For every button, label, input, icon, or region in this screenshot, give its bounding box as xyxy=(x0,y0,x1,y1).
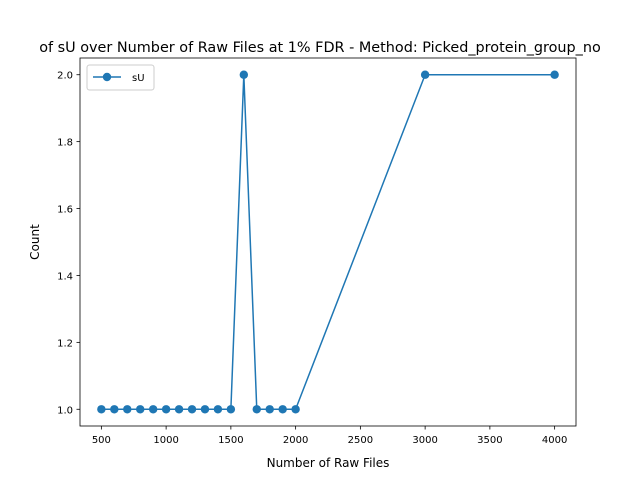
data-point xyxy=(278,405,287,414)
x-axis-label: Number of Raw Files xyxy=(267,456,390,470)
data-point xyxy=(291,405,300,414)
data-point xyxy=(252,405,261,414)
data-point xyxy=(174,405,184,414)
data-point xyxy=(161,405,171,414)
data-point xyxy=(110,405,119,414)
x-tick-label: 500 xyxy=(92,435,111,446)
data-point xyxy=(420,70,430,79)
data-point xyxy=(97,405,106,414)
data-point xyxy=(136,405,145,414)
data-point xyxy=(187,405,197,414)
x-tick-label: 4000 xyxy=(542,435,567,446)
legend: sU xyxy=(86,64,155,91)
data-point xyxy=(213,405,223,414)
x-tick-label: 1000 xyxy=(153,435,178,446)
x-tick-label: 3500 xyxy=(477,435,502,446)
data-point xyxy=(239,70,249,79)
data-point xyxy=(226,405,236,414)
legend-label: sU xyxy=(132,73,145,84)
data-point xyxy=(200,405,210,414)
legend-marker xyxy=(102,72,112,82)
data-point xyxy=(148,405,158,414)
axes-frame xyxy=(79,57,577,427)
plot-area: 500 1000 1500 2000 2500 3000 3500 4000 1.0 1.2 1.4… xyxy=(57,57,577,446)
x-tick-label: 3000 xyxy=(412,435,437,446)
data-point xyxy=(123,405,132,414)
data-point xyxy=(550,70,559,79)
y-tick-label: 1.4 xyxy=(57,271,73,282)
x-tick-label: 2500 xyxy=(348,435,373,446)
y-tick-label: 1.8 xyxy=(57,138,73,149)
data-point xyxy=(265,405,274,414)
y-tick-label: 1.2 xyxy=(57,338,73,349)
y-axis-label: Count xyxy=(28,224,42,260)
x-tick-label: 2000 xyxy=(283,435,308,446)
y-tick-label: 2.0 xyxy=(57,71,73,82)
y-tick-label: 1.6 xyxy=(57,205,73,216)
chart-title: of sU over Number of Raw Files at 1% FDR… xyxy=(39,40,601,56)
y-tick-label: 1.0 xyxy=(57,405,73,416)
x-tick-label: 1500 xyxy=(218,435,243,446)
